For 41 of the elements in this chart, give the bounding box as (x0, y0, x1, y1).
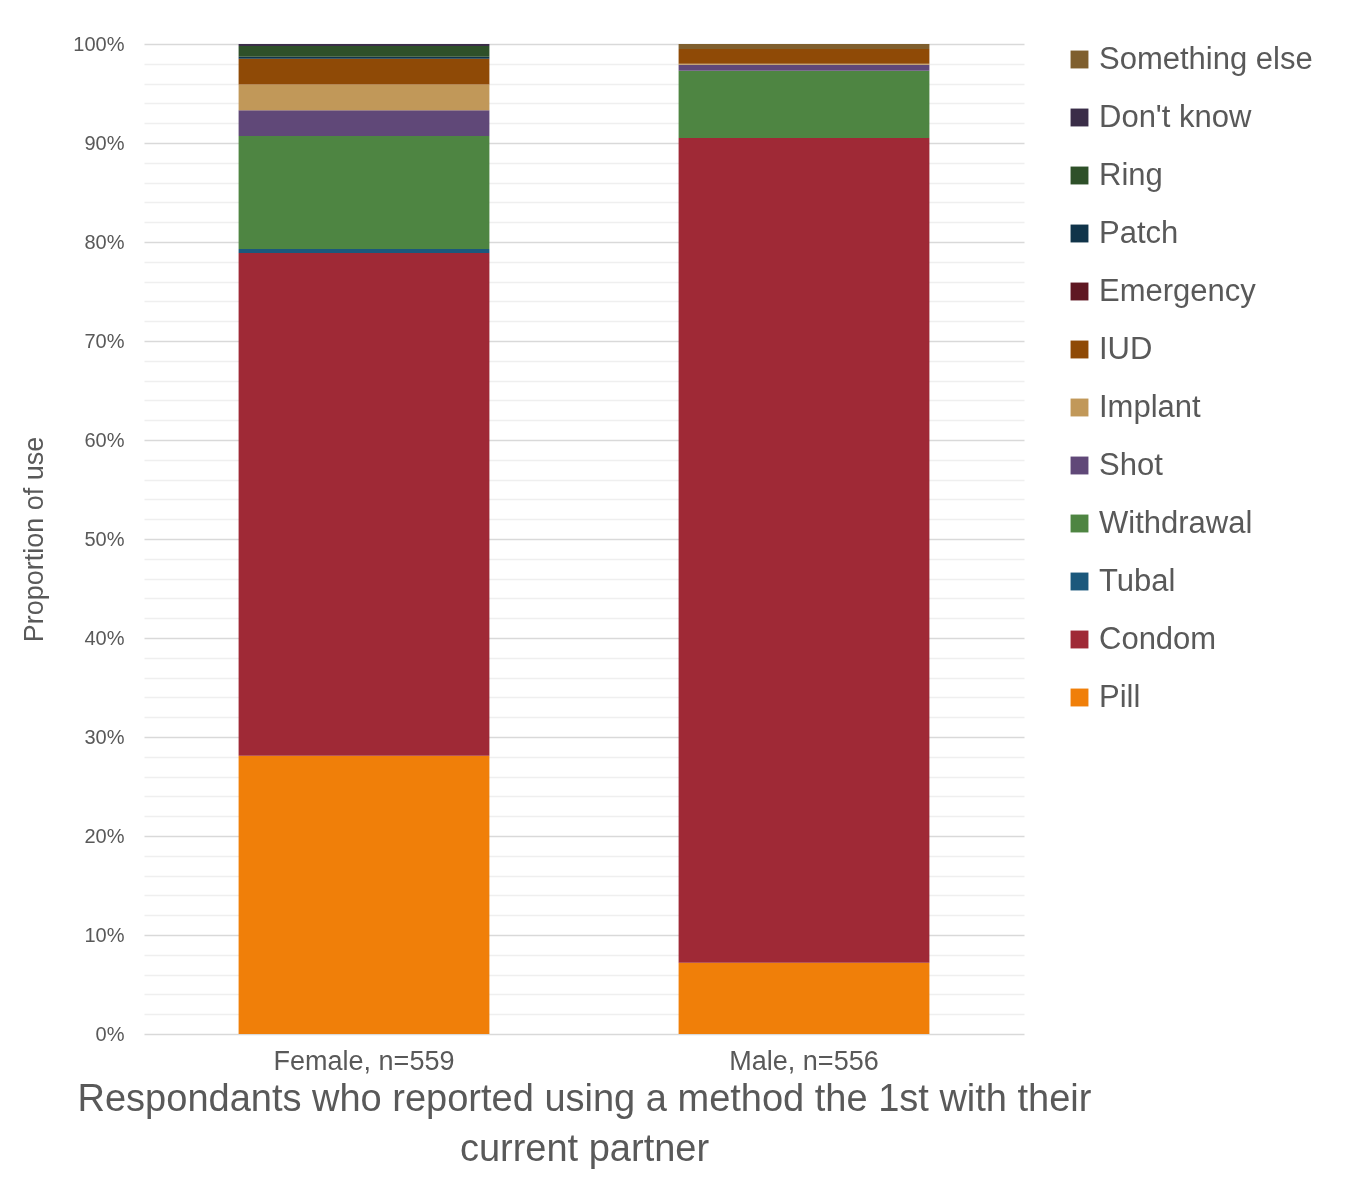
bar (238, 45, 490, 57)
y-tick-label: 100% (73, 32, 125, 55)
bar (678, 70, 930, 139)
bar (238, 755, 490, 1034)
legend-label: Tubal (1099, 562, 1176, 598)
y-tick-label: 20% (84, 824, 125, 847)
y-tick-label: 30% (84, 725, 125, 748)
legend-label: Shot (1099, 446, 1164, 482)
y-tick-label: 90% (84, 131, 125, 154)
bar (678, 64, 930, 71)
bar (238, 84, 490, 111)
legend-label: Patch (1099, 214, 1179, 250)
y-tick-label: 40% (84, 626, 125, 649)
bar (678, 138, 930, 963)
bar (238, 136, 490, 249)
legend-label: Emergency (1099, 272, 1257, 308)
legend-label: Don't know (1099, 98, 1252, 134)
y-axis-title: Proportion of use (19, 436, 50, 643)
legend-label: Something else (1099, 40, 1313, 76)
x-tick-label: Male, n=556 (729, 1045, 879, 1076)
bar (678, 962, 930, 1034)
bar (678, 44, 930, 49)
legend-label: Pill (1099, 678, 1141, 714)
bar (238, 58, 490, 85)
y-tick-label: 80% (84, 230, 125, 253)
legend-label: Withdrawal (1099, 504, 1253, 540)
legend-label: Condom (1099, 620, 1217, 656)
bar (678, 48, 930, 64)
legend-label: IUD (1099, 330, 1153, 366)
y-tick-label: 70% (84, 329, 125, 352)
x-axis-title: Respondants who reported using a method the 1st with their current partner (77, 1076, 1092, 1169)
bar (238, 110, 490, 137)
y-tick-label: 10% (84, 923, 125, 946)
legend-label: Implant (1099, 388, 1202, 424)
y-tick-label: 0% (95, 1022, 125, 1045)
y-tick-label: 60% (84, 428, 125, 451)
x-tick-label: Female, n=559 (273, 1045, 455, 1076)
y-tick-label: 50% (84, 527, 125, 550)
bar (238, 248, 490, 253)
legend-label: Ring (1099, 156, 1163, 192)
bar (238, 252, 490, 756)
